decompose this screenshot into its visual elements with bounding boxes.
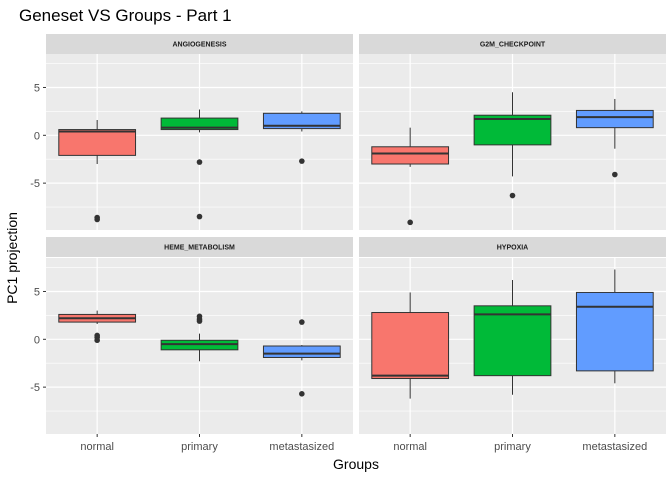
facet-panel-angiogenesis: ANGIOGENESIS -5 0 5	[30, 34, 353, 230]
outlier-point	[299, 391, 305, 397]
facet-strip	[46, 34, 353, 54]
y-axis-title: PC1 projection	[4, 212, 20, 304]
box-metastasized	[575, 98, 654, 178]
outlier-point	[94, 216, 100, 223]
x-tick-label: normal	[80, 441, 114, 453]
outlier-point	[196, 159, 203, 165]
outlier-point	[407, 219, 413, 226]
x-tick-label: metastasized	[269, 441, 334, 453]
box-iqr	[160, 117, 239, 131]
facet-strip-label: HEME_METABOLISM	[164, 245, 235, 252]
box-primary	[160, 313, 239, 362]
facet-strip-label: HYPOXIA	[497, 245, 529, 252]
outlier-point	[299, 158, 305, 164]
box-iqr	[575, 291, 654, 372]
outlier-point	[196, 318, 203, 324]
box-iqr	[262, 345, 341, 358]
y-tick-label: -5	[30, 178, 40, 190]
facet-strip-label: G2M_CHECKPOINT	[480, 42, 546, 49]
facet-strip	[46, 237, 353, 257]
box-iqr	[473, 305, 552, 377]
y-tick-label: -5	[30, 382, 40, 394]
facet-panels: ANGIOGENESIS -5 0 5 G2M_CHECKPOINT HEME_METAB…	[30, 34, 666, 453]
facet-panel-g2m-checkpoint: G2M_CHECKPOINT	[359, 34, 666, 230]
box-iqr	[473, 114, 552, 146]
box-normal	[58, 120, 137, 223]
y-tick-label: 5	[34, 286, 40, 298]
box-metastasized	[262, 111, 341, 164]
box-iqr	[371, 312, 450, 380]
outlier-point	[196, 213, 203, 220]
facet-strip-label: ANGIOGENESIS	[172, 42, 226, 49]
box-metastasized	[575, 269, 654, 384]
box-normal	[371, 127, 450, 226]
box-iqr	[58, 129, 137, 156]
x-tick-label: metastasized	[582, 441, 647, 453]
box-iqr	[575, 109, 654, 129]
facet-strip	[359, 34, 666, 54]
outlier-point	[612, 171, 618, 178]
y-tick-label: 5	[34, 82, 40, 94]
box-primary	[473, 92, 552, 199]
facet-panel-heme-metabolism: HEME_METABOLISM -5 0 5 normal primary metastas…	[30, 237, 353, 453]
box-normal	[371, 292, 450, 399]
chart-title: Geneset VS Groups - Part 1	[19, 6, 232, 25]
box-normal	[58, 310, 137, 344]
outlier-point	[299, 319, 305, 325]
facet-strip	[359, 237, 666, 257]
outlier-point	[94, 337, 100, 344]
facet-panel-hypoxia: HYPOXIA normal primary metastasized	[359, 237, 666, 453]
x-tick-label: primary	[494, 441, 531, 453]
outlier-point	[509, 192, 516, 199]
x-axis-title: Groups	[333, 456, 379, 472]
box-primary	[473, 280, 552, 395]
y-tick-label: 0	[34, 130, 40, 142]
x-tick-label: primary	[181, 441, 218, 453]
y-tick-label: 0	[34, 334, 40, 346]
box-iqr	[371, 146, 450, 165]
box-primary	[160, 109, 239, 220]
box-metastasized	[262, 319, 341, 397]
x-tick-label: normal	[393, 441, 427, 453]
